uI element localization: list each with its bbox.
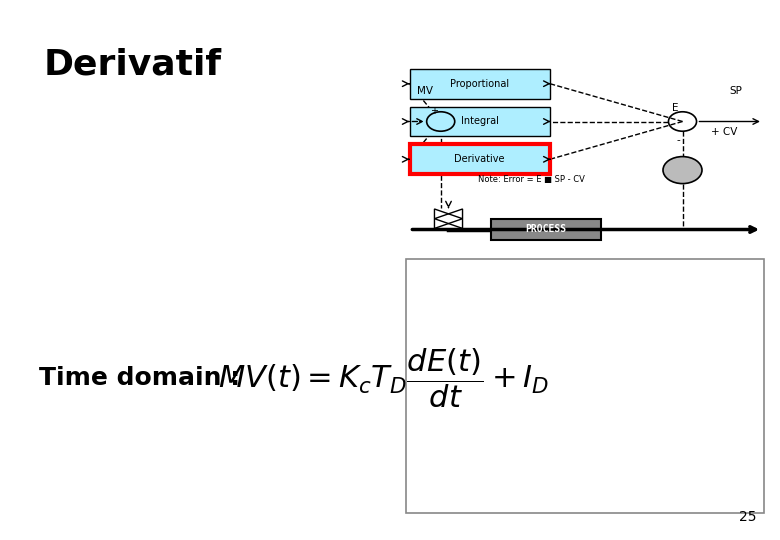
Text: MV: MV: [417, 86, 434, 96]
Text: E: E: [672, 103, 679, 113]
Text: Integral: Integral: [461, 117, 498, 126]
Text: +: +: [430, 106, 438, 116]
Text: $MV(t)=K_cT_D\dfrac{dE(t)}{dt}+I_D$: $MV(t)=K_cT_D\dfrac{dE(t)}{dt}+I_D$: [218, 346, 549, 410]
Text: Time domain :: Time domain :: [39, 366, 249, 390]
FancyBboxPatch shape: [491, 219, 601, 240]
FancyBboxPatch shape: [410, 106, 550, 136]
FancyBboxPatch shape: [406, 259, 764, 513]
FancyBboxPatch shape: [410, 69, 550, 98]
Text: Note: Error = E ■ SP - CV: Note: Error = E ■ SP - CV: [478, 175, 585, 184]
Circle shape: [663, 157, 702, 184]
Text: Derivatif: Derivatif: [44, 48, 222, 82]
Text: SP: SP: [729, 86, 743, 96]
FancyBboxPatch shape: [410, 144, 550, 174]
Text: -: -: [676, 136, 680, 145]
Text: Derivative: Derivative: [455, 154, 505, 164]
Text: 25: 25: [739, 510, 757, 524]
Text: + CV: + CV: [711, 127, 738, 137]
Text: Proportional: Proportional: [450, 79, 509, 89]
Text: PROCESS: PROCESS: [526, 225, 566, 234]
